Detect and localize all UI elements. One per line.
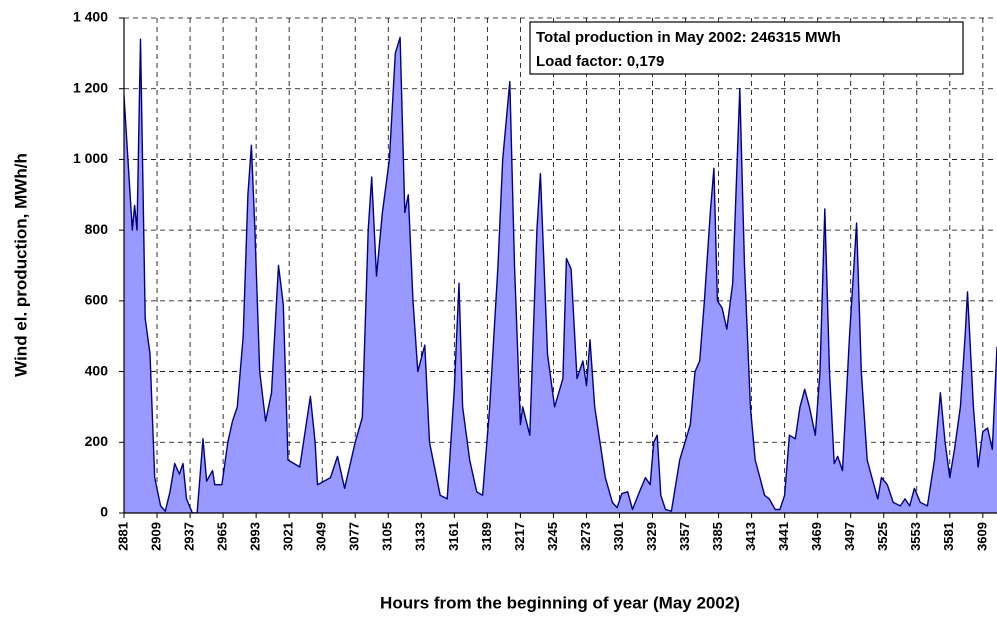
y-tick-label: 1 200 [73,79,108,95]
x-tick-label: 3469 [809,522,824,551]
annotation: Load factor: 0,179 [536,53,664,70]
x-tick-label: 3133 [413,522,428,551]
annotation-box [529,21,964,75]
y-axis-label: Wind el. production, MWh/h [11,153,30,377]
x-tick-label: 2909 [148,522,163,551]
x-axis-label: Hours from the beginning of year (May 20… [380,593,740,612]
x-tick-label: 3609 [974,522,989,551]
x-tick-label: 2881 [115,522,130,551]
y-tick-label: 200 [85,433,109,449]
x-tick-label: 3217 [512,522,527,551]
y-tick-label: 600 [85,292,109,308]
x-tick-label: 3525 [875,522,890,551]
x-tick-label: 3413 [743,522,758,551]
x-tick-label: 2965 [215,522,230,551]
x-tick-label: 3357 [677,522,692,551]
y-tick-label: 0 [100,504,108,520]
x-tick-label: 3301 [611,522,626,551]
x-tick-label: 3273 [578,522,593,551]
area [124,37,997,513]
x-tick-label: 3077 [347,522,362,551]
y-tick-label: 800 [85,221,109,237]
y-tick-label: 1 000 [73,150,108,166]
x-tick-label: 2993 [248,522,263,551]
x-tick-label: 3189 [479,522,494,551]
x-tick-label: 3161 [446,522,461,551]
x-tick-label: 3105 [380,522,395,551]
x-tick-label: 2937 [182,522,197,551]
x-tick-label: 3049 [314,522,329,551]
x-tick-label: 3385 [710,522,725,551]
line [124,36,997,513]
y-tick-label: 400 [85,362,109,378]
x-tick-label: 3581 [941,522,956,551]
x-tick-label: 3245 [545,522,560,551]
x-tick-label: 3021 [281,522,296,551]
y-tick-label: 1 400 [73,9,108,25]
x-tick-label: 3553 [908,522,923,551]
annotation: Total production in May 2002: 246315 MWh [536,29,841,46]
x-tick-label: 3329 [644,522,659,551]
x-tick-label: 3441 [776,522,791,551]
x-tick-label: 3497 [842,522,857,551]
